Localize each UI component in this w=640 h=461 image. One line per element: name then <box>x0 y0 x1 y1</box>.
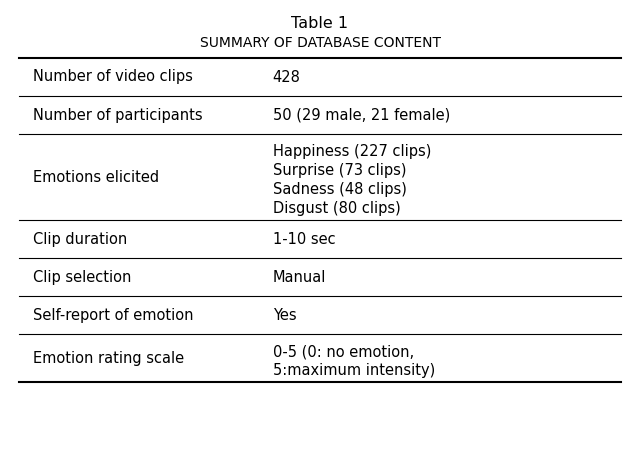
Text: Disgust (80 clips): Disgust (80 clips) <box>273 201 401 216</box>
Text: Sadness (48 clips): Sadness (48 clips) <box>273 182 406 197</box>
Text: Surprise (73 clips): Surprise (73 clips) <box>273 163 406 178</box>
Text: Yes: Yes <box>273 307 296 323</box>
Text: Emotions elicited: Emotions elicited <box>33 170 159 184</box>
Text: Emotion rating scale: Emotion rating scale <box>33 350 184 366</box>
Text: Table 1: Table 1 <box>291 16 349 31</box>
Text: Clip selection: Clip selection <box>33 270 131 284</box>
Text: Clip duration: Clip duration <box>33 231 127 247</box>
Text: 5:maximum intensity): 5:maximum intensity) <box>273 363 435 378</box>
Text: Self-report of emotion: Self-report of emotion <box>33 307 193 323</box>
Text: Number of participants: Number of participants <box>33 107 202 123</box>
Text: 0-5 (0: no emotion,: 0-5 (0: no emotion, <box>273 344 414 359</box>
Text: 50 (29 male, 21 female): 50 (29 male, 21 female) <box>273 107 450 123</box>
Text: Happiness (227 clips): Happiness (227 clips) <box>273 144 431 159</box>
Text: 1-10 sec: 1-10 sec <box>273 231 335 247</box>
Text: Number of video clips: Number of video clips <box>33 70 193 84</box>
Text: SUMMARY OF DATABASE CONTENT: SUMMARY OF DATABASE CONTENT <box>200 36 440 50</box>
Text: Manual: Manual <box>273 270 326 284</box>
Text: 428: 428 <box>273 70 301 84</box>
